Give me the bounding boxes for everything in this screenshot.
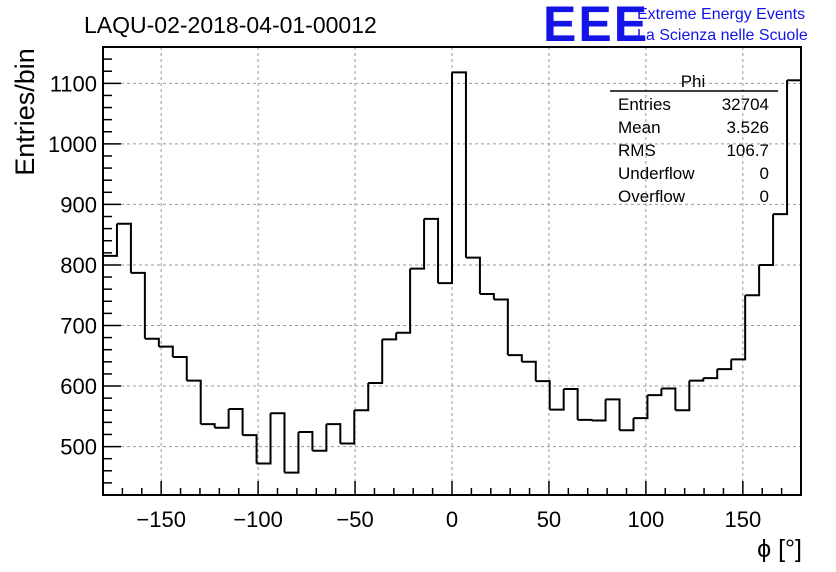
axis-ticks [102,58,802,495]
logo-line-2: La Scienza nelle Scuole [637,27,808,44]
histogram-bin [130,271,146,339]
stats-row-value: 3.526 [726,118,769,137]
histogram-bin [144,337,160,347]
histogram-bin [186,379,202,425]
x-tick-label: −50 [336,507,373,532]
y-tick-label: 900 [60,192,97,217]
histogram-bin [200,423,216,428]
histogram-bin [521,360,537,382]
stats-row-value: 0 [760,187,769,206]
histogram-bars [103,71,801,474]
histogram-bin [563,388,579,420]
stats-box: Phi Entries 32704 Mean 3.526 RMS 106.7 Underfl… [610,72,778,206]
histogram-bin [368,339,384,384]
histogram-bin [605,398,621,431]
histogram-bin [284,432,300,474]
histogram-bin [214,409,230,429]
histogram-bin [242,434,258,464]
x-tick-label: 50 [537,507,561,532]
histogram-bin [577,418,593,421]
stats-row-value: 106.7 [726,141,769,160]
histogram-bin [228,408,244,436]
stats-row-label: Underflow [618,164,695,183]
x-tick-label: −150 [136,507,186,532]
histogram-bin [438,72,453,285]
stats-row-label: Entries [618,95,671,114]
y-tick-label: 500 [60,435,97,460]
histogram-bin [340,410,356,445]
histogram-bin [172,355,188,381]
histogram-bin [354,383,370,412]
eee-logo: EEE Extreme Energy Events La Scienza nel… [543,0,808,52]
histogram-bin [103,223,118,257]
y-tick-labels: 500 600 700 800 900 1000 1100 [48,71,97,459]
stats-row-label: Overflow [618,187,686,206]
histogram-bin [452,71,467,258]
histogram-bin [535,380,551,410]
histogram-bin [759,214,775,266]
histogram-bin [661,387,677,411]
histogram-bin [717,359,733,371]
histogram-bin [689,378,705,382]
histogram-bin [424,217,440,284]
histogram-bin [410,218,426,270]
y-tick-label: 1000 [48,132,97,157]
histogram-bin [773,80,789,216]
histogram-bin [312,424,328,452]
y-tick-label: 600 [60,374,97,399]
histogram-bin [298,431,314,451]
histogram-bin [465,256,481,295]
logo-line-1: Extreme Energy Events [637,6,805,23]
histogram-bin [493,298,509,356]
stats-row-label: Mean [618,118,661,137]
x-tick-label: −100 [233,507,283,532]
histogram-bin [549,389,565,411]
chart-title: LAQU-02-2018-04-01-00012 [84,12,377,38]
histogram-bin [507,354,523,362]
histogram-bin [396,268,412,334]
logo-letters: EEE [543,0,649,52]
histogram-bin [647,388,663,397]
stats-row-value: 32704 [722,95,769,114]
histogram-bin [619,418,635,432]
histogram-bin [479,293,495,300]
x-tick-label: 150 [724,507,761,532]
histogram-bin [116,222,132,273]
y-tick-label: 1100 [50,71,97,96]
stats-row-value: 0 [760,164,769,183]
histogram-bin [675,380,691,412]
histogram-bin [326,423,342,444]
x-axis-title: ϕ [°] [757,535,802,563]
histogram-bin [256,413,272,465]
histogram-bin [745,264,761,297]
stats-row-label: RMS [618,141,656,160]
x-tick-label: 0 [446,507,458,532]
histogram-bin [382,332,398,341]
histogram-bin [633,395,649,420]
x-tick-labels: −150 −100 −50 0 50 100 150 [136,507,761,532]
x-tick-label: 100 [628,507,665,532]
y-tick-label: 700 [60,313,97,338]
histogram-bin [158,345,174,357]
histogram-bin [270,412,286,473]
histogram-bin [731,295,747,361]
y-axis-title: Entries/bin [10,48,40,176]
histogram-bin [591,399,607,422]
stats-title: Phi [681,72,706,91]
histogram-bin [703,369,719,380]
y-tick-label: 800 [60,253,97,278]
